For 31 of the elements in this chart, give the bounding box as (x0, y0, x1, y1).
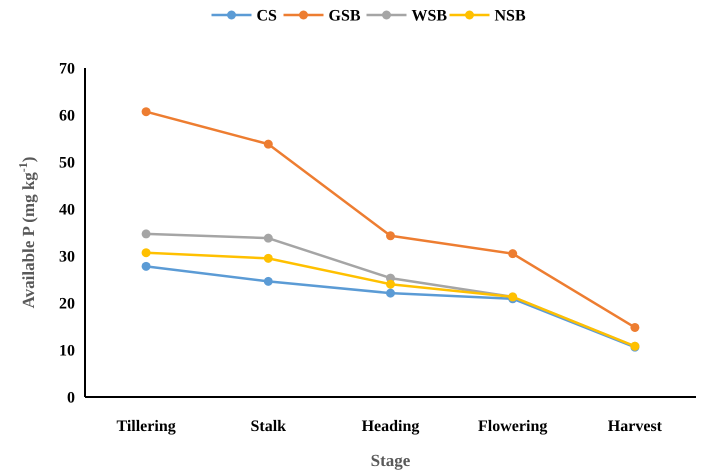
point (142, 262, 151, 271)
point (630, 322, 640, 332)
point (142, 248, 151, 258)
y-tick-label: 50 (59, 154, 75, 172)
x-tick-label: Harvest (608, 418, 663, 435)
point (386, 288, 395, 298)
x-tick-label: Tillering (116, 418, 176, 435)
y-tick-label: 70 (59, 60, 75, 78)
legend-label: NSB (494, 8, 526, 25)
legend-label: CS (256, 8, 278, 25)
y-tick-label: 0 (67, 390, 75, 407)
point (142, 107, 151, 116)
point (264, 254, 273, 263)
point (386, 231, 395, 240)
y-tick-label: 60 (59, 108, 75, 125)
point (264, 140, 273, 149)
y-tick-label: 20 (59, 296, 75, 313)
x-axis-title: Stage (370, 451, 411, 470)
y-tick-label: 10 (59, 342, 75, 360)
point (264, 276, 273, 286)
x-tick-label: Stalk (250, 418, 286, 435)
x-tick-label: Flowering (478, 418, 548, 435)
legend-label: GSB (328, 8, 361, 25)
legend-label: WSB (412, 8, 448, 25)
x-tick-label: Heading (362, 418, 420, 435)
point (264, 234, 273, 243)
point (508, 249, 518, 258)
point (386, 280, 395, 289)
point (142, 229, 151, 238)
y-tick-label: 30 (59, 248, 75, 266)
y-tick-label: 40 (59, 202, 75, 219)
